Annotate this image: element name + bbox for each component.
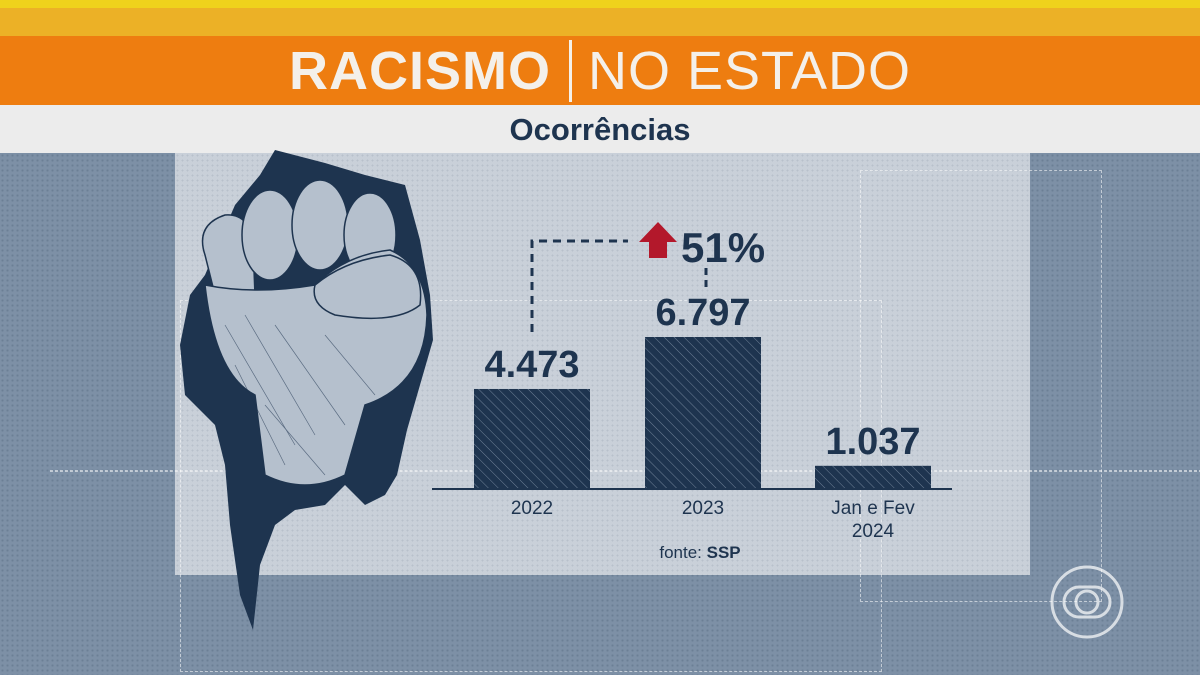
title-secondary: NO ESTADO xyxy=(587,40,912,101)
arrow-up-icon xyxy=(639,222,677,258)
source-note: fonte: SSP xyxy=(659,543,740,562)
decor-guide xyxy=(50,470,1200,472)
source-name: SSP xyxy=(707,543,741,562)
bar-1 xyxy=(645,337,761,489)
value-label: 1.037 xyxy=(825,421,920,463)
top-yellow-stripe xyxy=(0,0,1200,8)
category-label: Jan e Fev xyxy=(831,498,915,519)
page-title: RACISMO NO ESTADO xyxy=(0,36,1200,105)
globo-logo xyxy=(1050,565,1124,639)
change-annotation: 51% xyxy=(681,224,765,271)
subtitle-band xyxy=(0,105,1200,153)
raised-fist-icon xyxy=(180,150,433,630)
category-label: 2022 xyxy=(511,498,553,519)
source-label: fonte: xyxy=(659,543,702,562)
decor-guide xyxy=(860,170,1102,602)
title-band xyxy=(0,36,1200,105)
bar-0 xyxy=(474,388,590,489)
chart-subtitle: Ocorrências xyxy=(509,112,691,147)
bar-2 xyxy=(815,465,931,489)
change-connector-line xyxy=(530,239,628,332)
category-label: 2023 xyxy=(682,498,724,519)
title-divider xyxy=(568,39,572,102)
category-label: 2024 xyxy=(852,521,895,542)
value-label: 6.797 xyxy=(655,292,750,334)
title-main: RACISMO xyxy=(288,40,551,101)
value-label: 4.473 xyxy=(484,344,579,386)
top-gold-stripe xyxy=(0,8,1200,36)
